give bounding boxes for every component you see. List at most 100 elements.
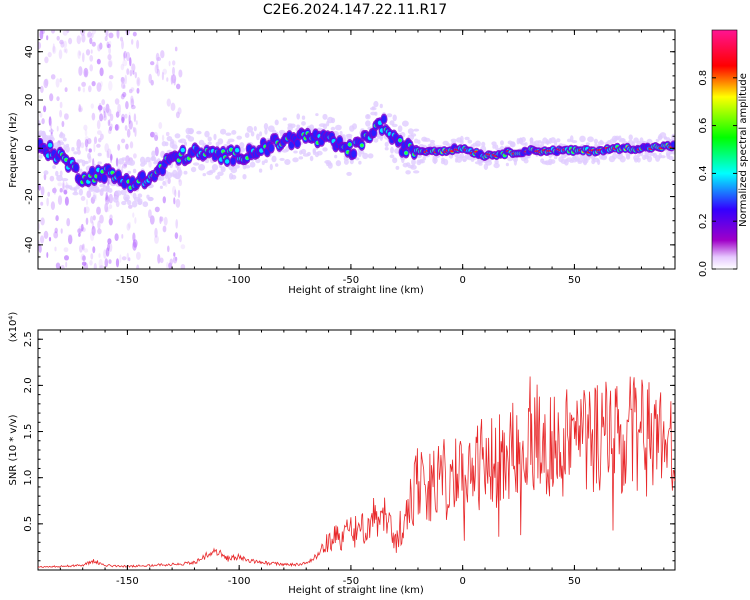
noise-speck: [122, 59, 128, 67]
noise-speck: [130, 98, 135, 107]
halo-speck: [597, 159, 601, 166]
noise-speck: [90, 49, 93, 54]
noise-speck: [114, 98, 120, 105]
x-tick-label: 50: [568, 576, 581, 587]
halo-speck: [65, 143, 70, 148]
noise-speck: [78, 225, 82, 235]
noise-speck: [126, 128, 131, 138]
noise-speck: [76, 139, 82, 149]
halo-speck: [128, 159, 136, 166]
noise-speck: [134, 71, 137, 79]
noise-speck: [131, 63, 136, 72]
noise-speck: [82, 255, 86, 262]
noise-speck: [88, 85, 92, 93]
noise-speck: [52, 46, 57, 54]
halo-speck: [417, 139, 421, 145]
noise-speck: [177, 107, 182, 115]
noise-speck: [64, 113, 69, 120]
noise-speck: [49, 175, 55, 182]
noise-speck: [101, 99, 106, 106]
noise-speck: [121, 116, 125, 124]
noise-speck: [89, 55, 94, 62]
noise-speck: [120, 77, 126, 84]
noise-speck: [51, 30, 55, 34]
halo-speck: [217, 138, 224, 145]
noise-speck: [91, 30, 97, 35]
noise-speck: [80, 142, 85, 149]
halo-speck: [171, 144, 178, 150]
noise-speck: [105, 107, 109, 112]
noise-speck: [99, 67, 104, 77]
noise-speck: [178, 177, 181, 183]
colorbar-frame: [711, 29, 738, 270]
noise-speck: [96, 206, 101, 215]
halo-speck: [92, 194, 97, 200]
noise-speck: [59, 109, 63, 118]
halo-speck: [187, 136, 195, 142]
halo-speck: [659, 132, 667, 138]
halo-speck: [322, 113, 328, 120]
noise-speck: [175, 219, 178, 229]
halo-speck: [505, 162, 509, 167]
halo-speck: [269, 163, 273, 171]
halo-speck: [65, 145, 70, 153]
x-tick-label: -50: [343, 275, 359, 286]
halo-speck: [646, 155, 653, 163]
noise-speck: [173, 252, 176, 257]
halo-speck: [419, 158, 424, 164]
halo-speck: [127, 170, 132, 174]
halo-speck: [105, 185, 110, 189]
noise-speck: [132, 70, 135, 75]
noise-speck: [43, 105, 47, 113]
noise-speck: [167, 177, 171, 184]
ridge-green: [229, 148, 233, 152]
snr-marks: [38, 376, 675, 568]
halo-speck: [193, 162, 200, 166]
y-tick-label: 2.5: [23, 331, 34, 347]
halo-speck: [178, 169, 183, 177]
halo-speck: [456, 156, 463, 163]
halo-speck: [162, 180, 166, 186]
noise-speck: [90, 215, 94, 224]
x-tick-label: 0: [459, 275, 465, 286]
halo-speck: [296, 113, 301, 120]
noise-speck: [91, 81, 96, 87]
halo-speck: [49, 134, 54, 141]
noise-speck: [81, 244, 85, 250]
noise-speck: [108, 218, 113, 226]
halo-speck: [227, 138, 235, 143]
noise-speck: [38, 41, 42, 50]
noise-speck: [78, 232, 81, 237]
noise-speck: [132, 239, 138, 248]
halo-speck: [593, 138, 599, 144]
halo-speck: [73, 151, 78, 155]
ridge-mid: [101, 174, 107, 183]
halo-speck: [429, 139, 436, 143]
noise-speck: [154, 227, 158, 238]
halo-speck: [392, 114, 397, 122]
halo-speck: [401, 156, 405, 164]
noise-speck: [86, 198, 88, 206]
noise-speck: [56, 96, 60, 102]
halo-speck: [523, 158, 529, 164]
noise-speck: [90, 231, 95, 241]
noise-speck: [66, 218, 71, 227]
halo-speck: [293, 150, 298, 154]
noise-speck: [59, 101, 63, 109]
noise-speck: [130, 87, 135, 92]
halo-speck: [362, 152, 369, 160]
halo-speck: [367, 153, 374, 159]
halo-speck: [668, 155, 674, 161]
colorbar-tick-label: 0.4: [698, 165, 709, 181]
noise-speck: [121, 81, 126, 89]
noise-speck: [157, 253, 161, 264]
halo-speck: [256, 133, 260, 141]
halo-speck: [43, 170, 49, 175]
noise-speck: [48, 116, 52, 127]
halo-speck: [159, 185, 163, 189]
halo-speck: [289, 123, 296, 129]
noise-speck: [102, 106, 106, 113]
x-tick-label: -100: [228, 576, 251, 587]
noise-speck: [119, 254, 122, 263]
halo-speck: [478, 162, 483, 166]
